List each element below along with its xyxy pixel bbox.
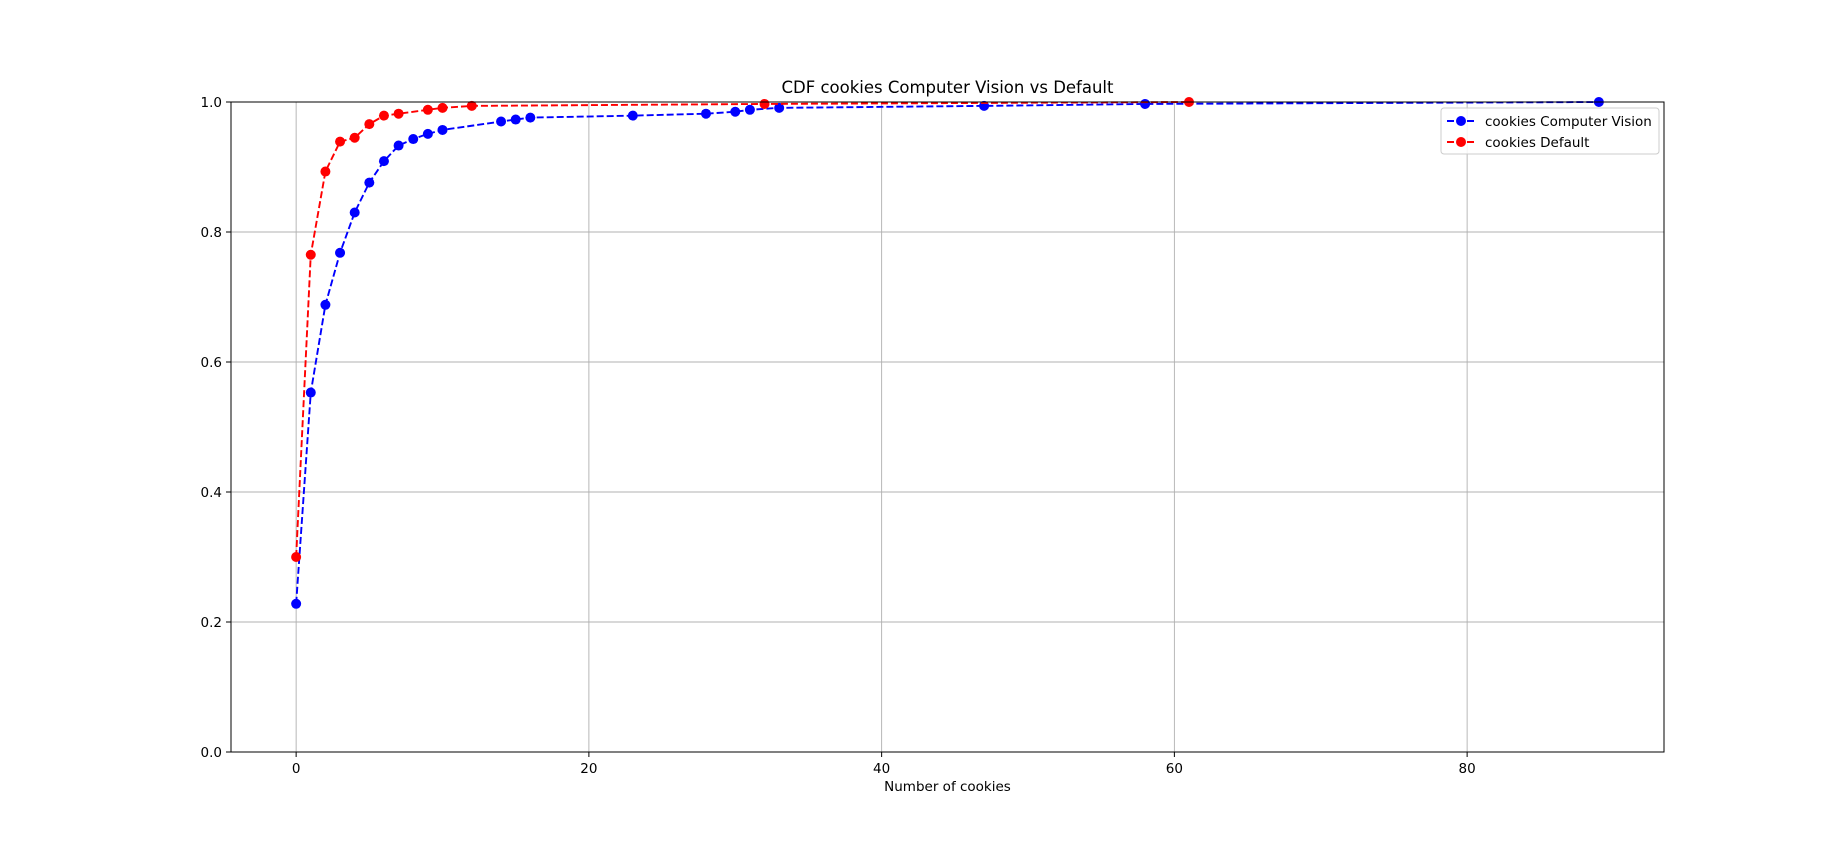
series-line [295,101,1190,558]
data-point [774,102,785,113]
legend-box [1440,107,1660,155]
data-point [496,116,507,127]
data-point [730,106,741,117]
data-point [364,119,375,130]
y-tick-label: 0.4 [201,485,222,501]
legend-item: cookies Computer Vision [1447,114,1652,130]
ticks-layer: 0 20 40 60 80 0.0 0.2 0.4 0.6 0.8 1.0 [201,95,1476,777]
data-point [422,104,433,115]
data-point [320,166,331,177]
legend-item: cookies Default [1447,135,1589,151]
x-tick-label: 80 [1459,761,1476,777]
series-0 [291,97,1604,609]
plot-frame [230,101,1665,753]
y-tick-label: 0.6 [201,355,222,371]
data-point [700,108,711,119]
data-point [305,249,316,260]
data-point [335,247,346,258]
grid-layer [231,101,1664,753]
data-point [364,177,375,188]
data-point [627,110,638,121]
data-point [349,207,360,218]
data-point [525,112,536,123]
legend-marker [1456,137,1466,147]
x-tick-label: 60 [1166,761,1183,777]
y-tick-label: 0.8 [201,225,222,241]
data-point [408,134,419,145]
chart-title: CDF cookies Computer Vision vs Default [781,78,1114,97]
data-point [378,110,389,121]
data-point [335,136,346,147]
series-1 [291,97,1195,562]
y-tick-label: 0.2 [201,615,222,631]
data-point [466,100,477,111]
data-point [291,552,302,562]
legend-label: cookies Computer Vision [1485,114,1652,130]
data-point [744,104,755,115]
data-point [320,299,331,310]
data-point [393,140,404,151]
data-point [393,108,404,119]
data-point [305,387,316,398]
x-tick-label: 40 [873,761,890,777]
series-layer [291,97,1604,609]
y-tick-label: 0.0 [201,745,222,761]
data-point [1140,98,1151,109]
data-point [759,98,770,109]
data-point [349,132,360,143]
data-point [422,128,433,139]
x-tick-label: 20 [580,761,597,777]
data-point [437,102,448,113]
series-line [295,101,1599,604]
legend-label: cookies Default [1485,135,1589,151]
x-axis-title: Number of cookies [884,779,1011,795]
data-point [378,156,389,167]
legend: cookies Computer Vision cookies Default [1440,107,1660,155]
data-point [437,124,448,135]
x-tick-label: 0 [292,761,301,777]
legend-marker [1456,116,1466,126]
y-tick-label: 1.0 [201,95,222,111]
data-point [291,598,302,609]
data-point [510,114,521,125]
